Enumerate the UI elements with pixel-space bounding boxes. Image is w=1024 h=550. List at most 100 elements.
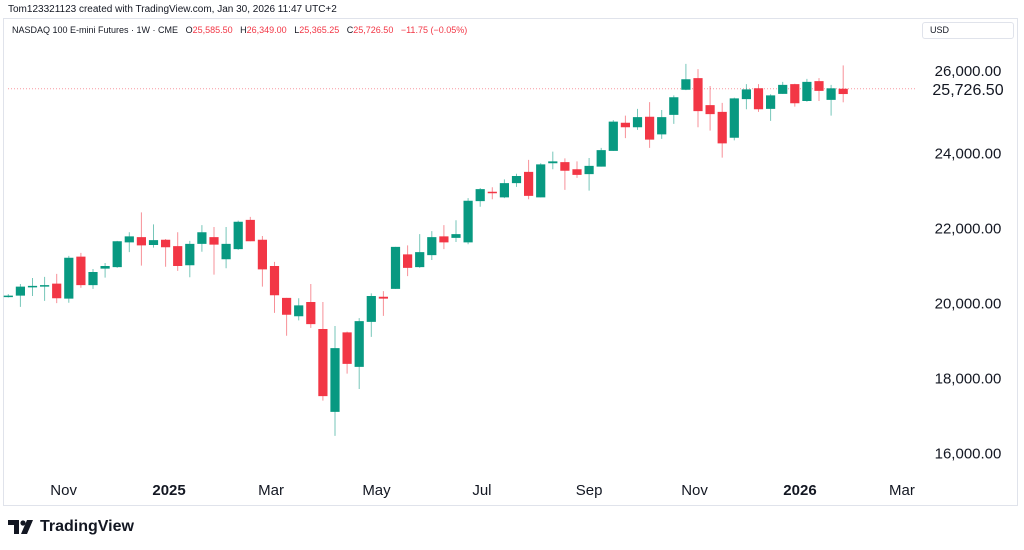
price-axis-label: 26,000.00 — [935, 63, 1002, 80]
tradingview-logo-icon — [8, 520, 33, 534]
candle-body — [790, 84, 800, 104]
last-price-label: 25,726.50 — [932, 82, 1003, 99]
brand-name: TradingView — [40, 518, 134, 535]
candle-body — [100, 266, 110, 269]
candle-body — [717, 111, 727, 144]
candle-body — [838, 88, 848, 95]
candle-body — [136, 237, 146, 246]
candle-body — [245, 219, 255, 242]
candle-body — [572, 169, 582, 175]
candle-body — [766, 95, 776, 109]
candle-body — [403, 254, 413, 268]
time-axis-label: Nov — [681, 482, 708, 499]
candle-body — [499, 183, 509, 198]
candle-body — [40, 285, 50, 287]
low-label: L — [294, 25, 300, 35]
candle-body — [282, 297, 292, 315]
candle-body — [378, 296, 388, 299]
time-axis-label: 2025 — [152, 482, 185, 499]
time-axis-label: Jul — [472, 482, 491, 499]
candle-body — [269, 266, 280, 296]
candle-body — [729, 98, 739, 138]
candle-body — [524, 171, 534, 196]
candle-body — [221, 243, 231, 260]
close-label: C — [346, 25, 354, 35]
candle-body — [27, 285, 38, 288]
candle-body — [306, 302, 316, 325]
candle-body — [802, 81, 812, 101]
last-price-label-bg — [920, 81, 1016, 98]
candle-body — [705, 105, 715, 115]
time-axis-label: Sep — [576, 482, 603, 499]
candle-body — [294, 305, 304, 317]
candle-body — [330, 348, 340, 412]
candle-body — [209, 237, 219, 245]
candle-body — [536, 164, 546, 198]
candle-body — [826, 88, 836, 100]
candle-body — [233, 221, 243, 250]
candle-body — [632, 117, 643, 128]
high-value: 26,349.00 — [246, 25, 287, 35]
ohlc-legend: NASDAQ 100 E-mini Futures · 1W · CME O25… — [12, 25, 467, 35]
candle-body — [197, 232, 207, 244]
candle-body — [753, 88, 764, 110]
candle-body — [620, 122, 630, 128]
candle-body — [15, 286, 25, 296]
candle-body — [511, 176, 522, 184]
high-label: H — [240, 25, 247, 35]
candle-body — [342, 332, 352, 364]
price-axis-label: 16,000.00 — [935, 446, 1002, 463]
time-axis-label: Mar — [889, 482, 915, 499]
candle-body — [76, 256, 86, 286]
candle-body — [124, 236, 134, 243]
currency-button[interactable]: USD — [922, 22, 1014, 39]
price-axis-label: 22,000.00 — [935, 221, 1002, 238]
candle-body — [148, 240, 159, 245]
time-axis-label: Mar — [258, 482, 284, 499]
candle-body — [657, 117, 667, 135]
candle-body — [366, 296, 376, 322]
open-label: O — [185, 25, 193, 35]
candle-body — [596, 150, 606, 167]
candle-body — [548, 161, 558, 164]
candle-body — [64, 257, 74, 299]
time-axis-label: May — [362, 482, 391, 499]
candle-body — [52, 283, 62, 299]
candle-body — [487, 191, 497, 194]
candle-body — [814, 81, 824, 91]
candle-body — [257, 239, 267, 270]
price-axis-label: 20,000.00 — [935, 296, 1002, 313]
candle-body — [3, 295, 13, 298]
chart-frame — [3, 18, 1018, 506]
change-value: −11.75 (−0.05%) — [400, 25, 468, 35]
tradingview-logo[interactable]: TradingView — [8, 518, 134, 536]
time-axis-label: Nov — [50, 482, 77, 499]
symbol-title[interactable]: NASDAQ 100 E-mini Futures · 1W · CME — [12, 25, 179, 35]
candle-body — [427, 237, 437, 256]
candle-body — [560, 162, 570, 171]
candle-body — [741, 89, 751, 100]
candle-body — [185, 243, 195, 266]
close-value: 25,726.50 — [353, 25, 394, 35]
low-value: 25,365.25 — [299, 25, 340, 35]
candle-body — [415, 252, 425, 268]
candle-body — [669, 97, 679, 115]
candle-body — [161, 239, 171, 248]
candle-body — [608, 121, 618, 151]
candle-body — [645, 116, 655, 140]
candle-body — [778, 84, 788, 94]
candle-body — [463, 200, 473, 243]
candle-body — [681, 79, 691, 90]
open-value: 25,585.50 — [192, 25, 233, 35]
candle-body — [173, 246, 183, 266]
candle-body — [354, 321, 364, 367]
candle-body — [390, 246, 401, 289]
price-axis-label: 18,000.00 — [935, 371, 1002, 388]
candle-body — [584, 165, 594, 175]
candle-body — [439, 236, 449, 243]
candle-body — [318, 329, 328, 397]
candle-body — [112, 241, 122, 268]
price-axis-label: 24,000.00 — [935, 146, 1002, 163]
time-axis-label: 2026 — [783, 482, 816, 499]
